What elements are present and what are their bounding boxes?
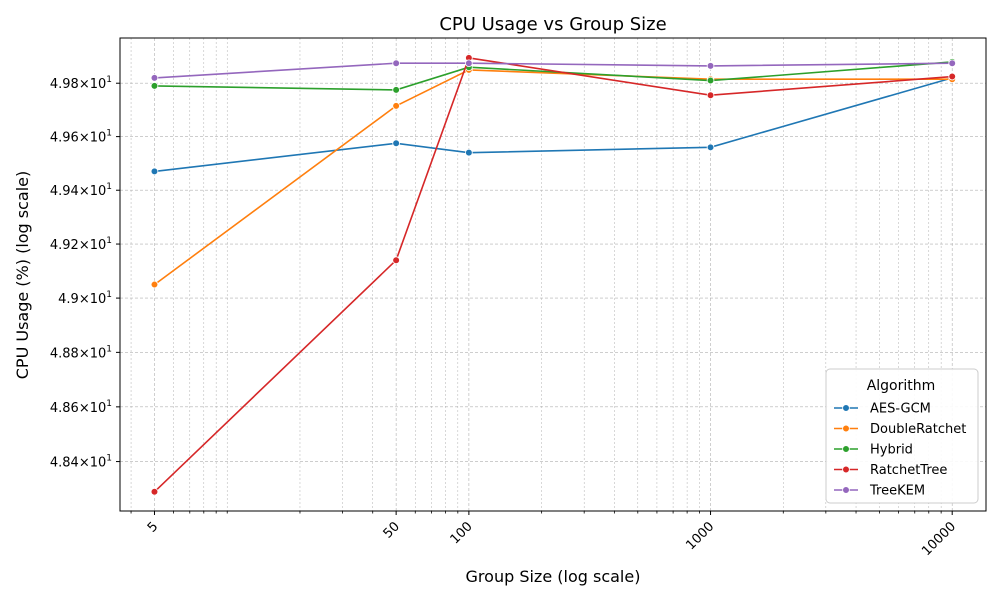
data-point-ratchettree: [706, 91, 715, 100]
legend-item-doubleratchet: DoubleRatchet: [834, 422, 966, 437]
legend-label: Hybrid: [870, 443, 913, 458]
legend-label: RatchetTree: [870, 463, 947, 478]
x-axis-label: Group Size (log scale): [466, 567, 641, 586]
y-tick-label: 4.9×101: [58, 290, 112, 307]
legend-marker: [842, 486, 850, 494]
legend-title: Algorithm: [867, 378, 936, 394]
legend-marker: [842, 424, 850, 433]
data-point-treekem: [150, 74, 159, 82]
data-point-aes-gcm: [706, 143, 715, 152]
y-axis-ticks: 4.84×101 4.86×101 4.88×101 4.9×101 4.92×101 4…: [50, 75, 120, 471]
data-point-hybrid: [150, 82, 159, 90]
y-tick-label: 4.86×101: [50, 399, 112, 416]
legend-item-ratchettree: RatchetTree: [834, 463, 947, 478]
data-point-hybrid: [706, 76, 715, 85]
data-point-ratchettree: [150, 487, 159, 496]
legend-item-treekem: TreeKEM: [834, 484, 925, 499]
data-point-aes-gcm: [392, 139, 400, 148]
y-tick-label: 4.96×101: [50, 129, 112, 146]
data-point-treekem: [392, 59, 400, 68]
data-point-doubleratchet: [392, 102, 400, 110]
y-axis-label: CPU Usage (%) (log scale): [13, 171, 32, 380]
legend-label: TreeKEM: [869, 484, 925, 499]
data-point-doubleratchet: [150, 280, 159, 289]
data-point-treekem: [948, 59, 956, 68]
legend-item-aes-gcm: AES-GCM: [834, 402, 931, 417]
data-point-aes-gcm: [465, 148, 473, 157]
legend-marker: [842, 404, 850, 412]
series-layer: [150, 54, 956, 496]
chart-title: CPU Usage vs Group Size: [439, 14, 666, 35]
legend-marker: [842, 445, 850, 453]
data-point-treekem: [465, 59, 473, 68]
y-tick-label: 4.84×101: [50, 454, 112, 471]
legend-item-hybrid: Hybrid: [834, 443, 913, 458]
y-tick-label: 4.92×101: [50, 236, 112, 253]
plot-area-frame: [119, 37, 987, 512]
y-tick-label: 4.94×101: [50, 182, 112, 199]
data-point-treekem: [706, 62, 715, 70]
data-point-aes-gcm: [150, 167, 159, 176]
legend: Algorithm AES-GCM DoubleRatchet Hybrid Ratc…: [825, 368, 979, 504]
series-treekem: [150, 59, 956, 82]
y-tick-label: 4.88×101: [50, 344, 112, 361]
legend-label: DoubleRatchet: [870, 422, 966, 437]
legend-items: AES-GCM DoubleRatchet Hybrid RatchetTree Tre…: [834, 402, 966, 499]
legend-marker: [842, 465, 850, 474]
y-tick-label: 4.98×101: [50, 75, 112, 92]
legend-box: [825, 368, 979, 504]
legend-label: AES-GCM: [870, 402, 931, 417]
data-point-hybrid: [392, 86, 400, 94]
data-point-ratchettree: [392, 256, 400, 265]
data-point-ratchettree: [948, 72, 956, 81]
minor-gridlines: [130, 38, 942, 511]
